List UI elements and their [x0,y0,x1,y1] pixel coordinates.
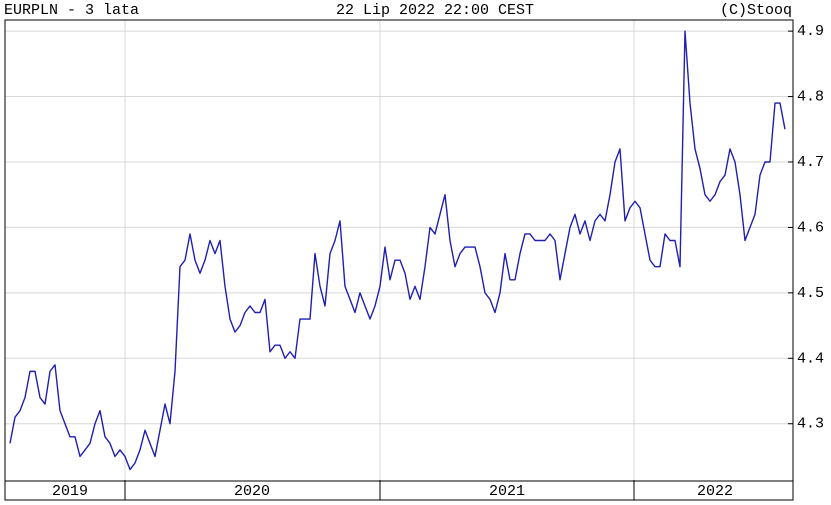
price-line [9,30,786,471]
chart-title: EURPLN - 3 lata [4,2,139,19]
chart-subtitle: 22 Lip 2022 22:00 CEST [336,2,534,19]
y-tick-label: 4.4 [797,350,824,367]
y-tick-label: 4.3 [797,416,824,433]
x-tick-label: 2019 [52,483,88,500]
plot-frame [4,19,794,501]
y-tick-label: 4.6 [797,219,824,236]
x-tick-label: 2021 [489,483,525,500]
y-tick-label: 4.9 [797,23,824,40]
source: (C)Stooq [720,2,792,19]
y-tick-label: 4.7 [797,154,824,171]
y-tick-label: 4.5 [797,285,824,302]
x-tick-label: 2022 [697,483,733,500]
y-tick-label: 4.8 [797,89,824,106]
x-tick-label: 2020 [234,483,270,500]
grid [5,20,793,480]
plot [9,30,786,471]
